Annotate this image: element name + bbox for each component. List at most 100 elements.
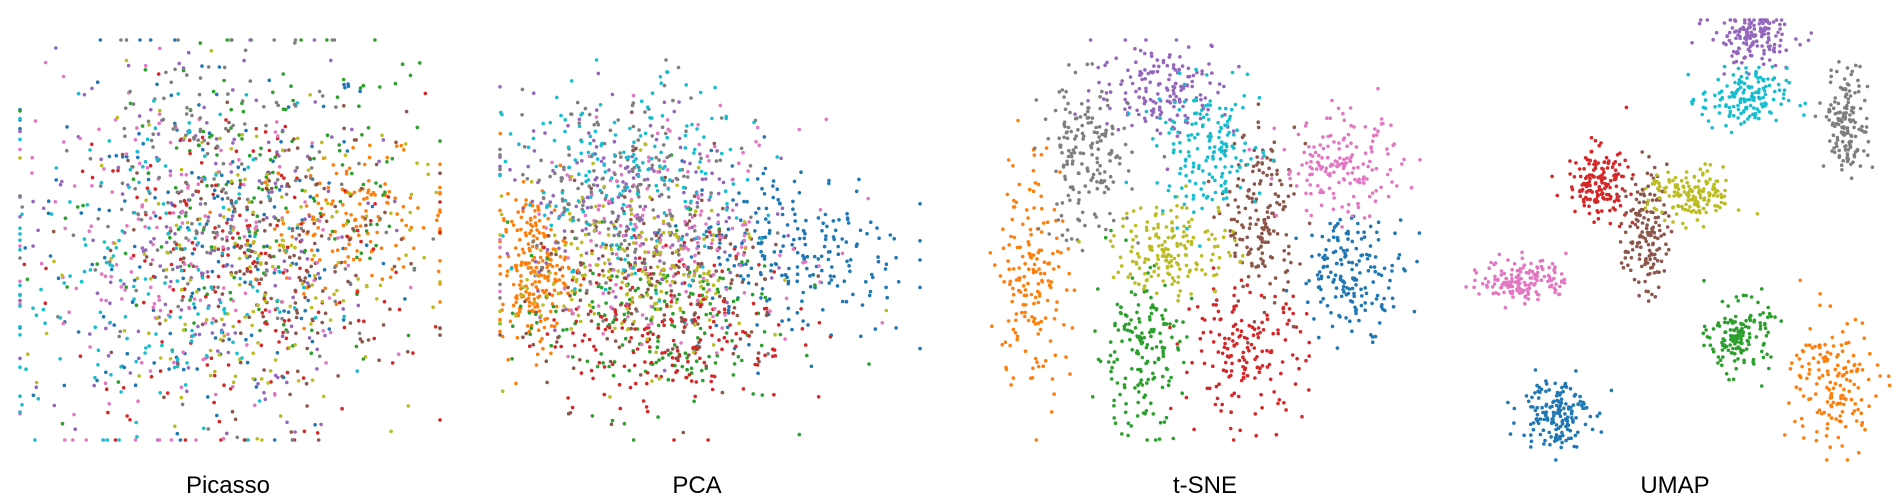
data-point — [870, 272, 874, 277]
data-point — [1226, 203, 1230, 207]
data-point — [137, 114, 142, 118]
data-point — [287, 184, 291, 189]
data-point — [243, 280, 247, 285]
data-point — [579, 151, 583, 156]
data-point — [633, 222, 637, 227]
data-point — [206, 395, 210, 399]
data-point — [628, 288, 632, 292]
data-point — [242, 272, 246, 276]
data-point — [1200, 69, 1204, 73]
data-point — [392, 264, 397, 269]
data-point — [185, 220, 190, 225]
data-point — [1122, 385, 1127, 390]
data-point — [151, 242, 155, 247]
data-point — [166, 232, 170, 236]
data-point — [358, 89, 362, 94]
data-point — [532, 255, 537, 260]
data-point — [1155, 115, 1159, 120]
data-point — [1011, 286, 1015, 291]
data-point — [394, 140, 398, 145]
data-point — [776, 197, 780, 202]
data-point — [644, 326, 649, 330]
data-point — [643, 265, 647, 270]
data-point — [521, 285, 525, 289]
data-point — [54, 166, 58, 170]
data-point — [1241, 178, 1245, 183]
data-point — [1096, 65, 1100, 70]
data-point — [660, 277, 664, 282]
data-point — [533, 215, 537, 219]
data-point — [345, 234, 350, 239]
data-point — [1074, 134, 1078, 138]
data-point — [263, 397, 268, 402]
data-point — [112, 323, 116, 327]
data-point — [760, 240, 764, 245]
data-point — [1175, 113, 1180, 117]
data-point — [1027, 187, 1032, 192]
data-point — [354, 344, 359, 349]
data-point — [163, 318, 168, 323]
data-point — [1146, 377, 1150, 382]
data-point — [993, 263, 997, 267]
data-point — [1080, 210, 1085, 215]
data-point — [302, 250, 307, 254]
data-point — [1210, 71, 1214, 75]
data-point — [383, 210, 387, 215]
data-point — [1039, 206, 1044, 211]
data-point — [171, 247, 176, 251]
data-point — [1307, 145, 1311, 149]
data-point — [663, 175, 667, 180]
data-point — [18, 137, 22, 142]
data-point — [707, 198, 711, 202]
data-point — [411, 351, 415, 355]
data-point — [141, 164, 145, 169]
data-point — [1006, 158, 1011, 162]
data-point — [692, 313, 697, 317]
data-point — [1223, 112, 1227, 117]
picasso-scatter-points — [18, 38, 442, 442]
data-point — [1382, 296, 1386, 301]
data-point — [918, 285, 922, 290]
data-point — [179, 287, 184, 292]
data-point — [1374, 189, 1378, 193]
data-point — [723, 313, 727, 317]
data-point — [703, 177, 708, 181]
data-point — [438, 300, 442, 304]
data-point — [756, 371, 760, 376]
data-point — [1101, 97, 1106, 101]
data-point — [168, 250, 173, 254]
data-point — [773, 332, 777, 337]
data-point — [1331, 229, 1336, 233]
data-point — [343, 246, 348, 251]
data-point — [169, 279, 173, 284]
data-point — [697, 142, 701, 147]
data-point — [669, 289, 674, 293]
data-point — [394, 270, 398, 275]
data-point — [671, 378, 675, 383]
data-point — [693, 147, 697, 152]
data-point — [723, 235, 728, 240]
data-point — [1109, 377, 1114, 381]
data-point — [753, 229, 757, 233]
data-point — [602, 273, 606, 278]
data-point — [98, 38, 103, 42]
data-point — [804, 218, 808, 223]
data-point — [633, 250, 637, 254]
data-point — [654, 301, 659, 306]
data-point — [1032, 153, 1037, 157]
data-point — [630, 285, 635, 290]
data-point — [307, 156, 312, 161]
data-point — [664, 291, 669, 295]
data-point — [583, 232, 588, 237]
data-point — [622, 276, 627, 280]
data-point — [1256, 335, 1261, 340]
data-point — [1135, 414, 1140, 418]
data-point — [434, 190, 439, 195]
data-point — [771, 354, 775, 359]
data-point — [630, 296, 635, 300]
data-point — [400, 62, 405, 66]
data-point — [1304, 312, 1309, 316]
data-point — [284, 206, 288, 210]
data-point — [610, 329, 615, 334]
data-point — [319, 234, 324, 238]
